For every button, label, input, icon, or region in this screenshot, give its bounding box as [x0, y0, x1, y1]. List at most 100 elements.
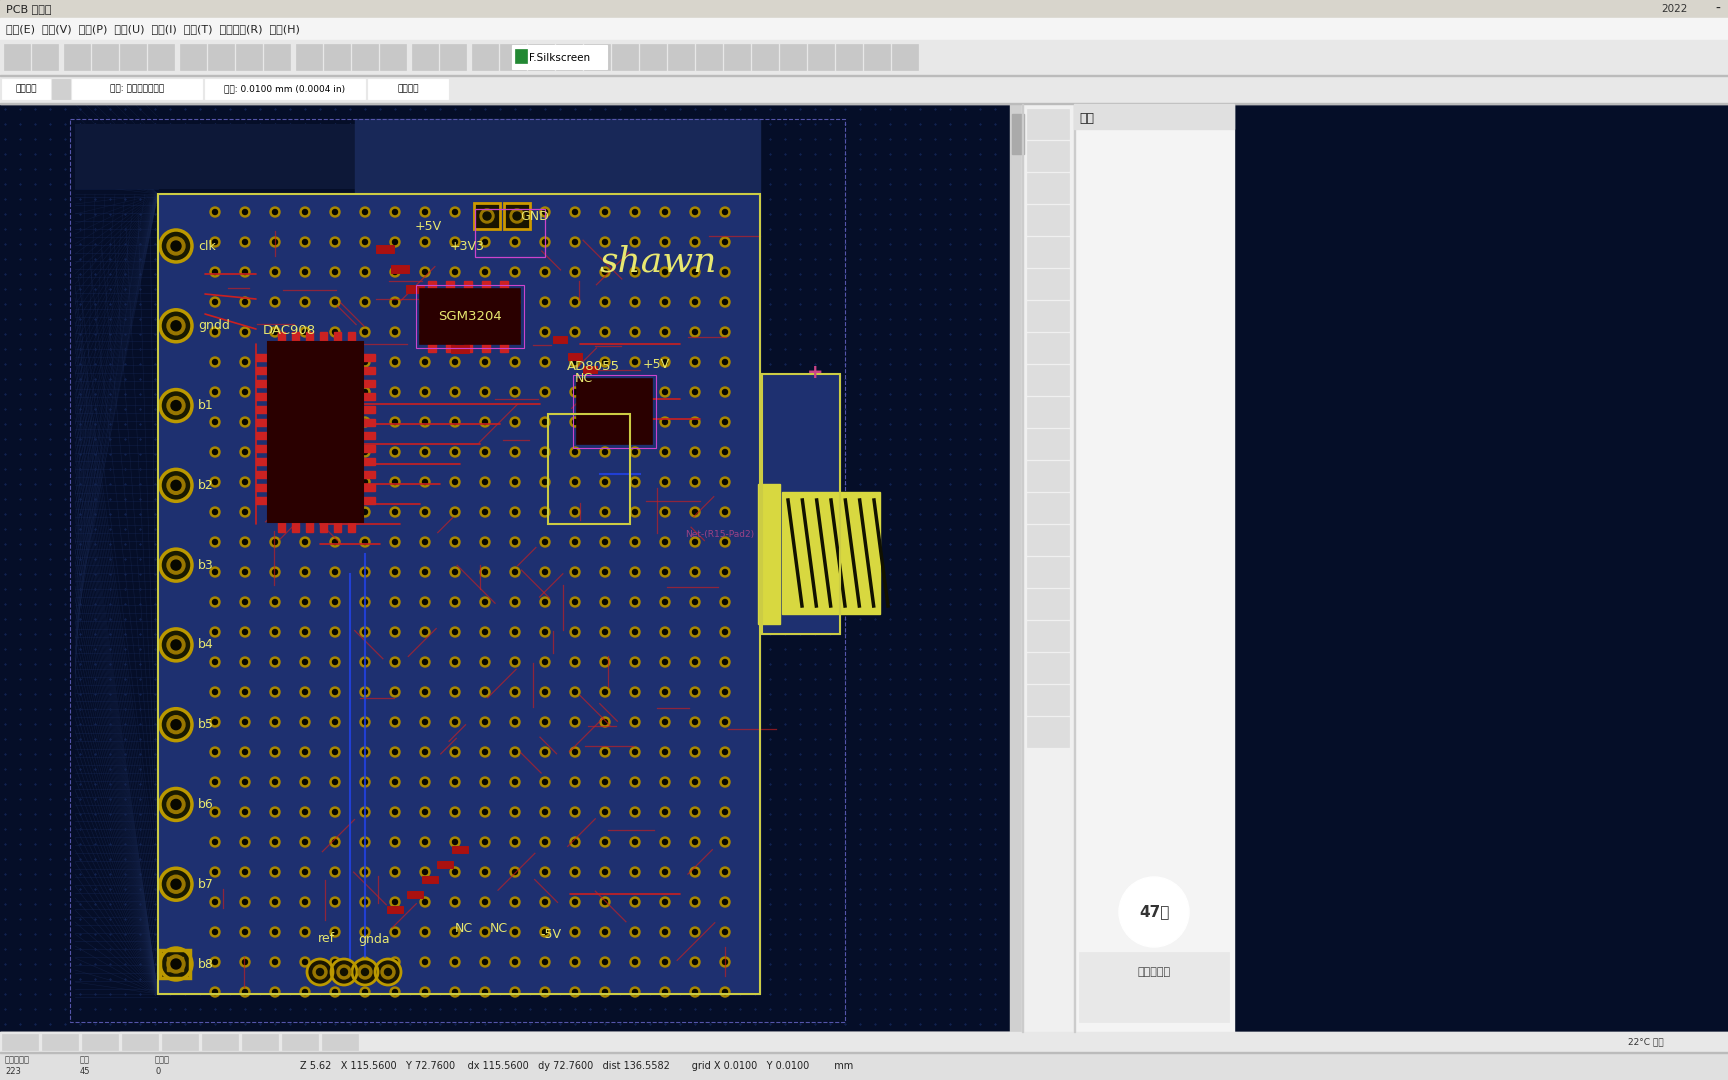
Circle shape: [391, 657, 399, 667]
Circle shape: [689, 567, 700, 577]
Circle shape: [332, 810, 337, 814]
Circle shape: [603, 240, 608, 244]
Circle shape: [721, 237, 729, 247]
Bar: [74, 194, 157, 994]
Circle shape: [603, 930, 608, 934]
Circle shape: [242, 750, 247, 755]
Circle shape: [423, 449, 427, 455]
Bar: [52, 79, 71, 99]
Circle shape: [332, 210, 337, 215]
Circle shape: [572, 449, 577, 455]
Circle shape: [330, 747, 340, 757]
Circle shape: [480, 567, 491, 577]
Bar: [123, 1034, 157, 1050]
Circle shape: [603, 719, 608, 725]
Circle shape: [662, 210, 667, 215]
Bar: [1026, 621, 1070, 651]
Circle shape: [453, 360, 458, 365]
Circle shape: [420, 267, 430, 276]
Bar: [74, 124, 750, 189]
Circle shape: [363, 270, 368, 274]
Circle shape: [721, 267, 729, 276]
Circle shape: [480, 957, 491, 967]
Circle shape: [543, 390, 548, 394]
Text: 未布线: 未布线: [156, 1055, 169, 1065]
Circle shape: [721, 507, 729, 517]
Text: +: +: [807, 363, 823, 381]
Circle shape: [543, 630, 548, 634]
Circle shape: [600, 507, 610, 517]
Circle shape: [213, 449, 218, 455]
Bar: [0, 0, 1728, 18]
Circle shape: [332, 930, 337, 934]
Circle shape: [301, 717, 309, 727]
Bar: [380, 44, 406, 70]
Circle shape: [600, 657, 610, 667]
Circle shape: [391, 387, 399, 397]
Text: NC: NC: [491, 922, 508, 935]
Bar: [499, 345, 508, 352]
Circle shape: [570, 417, 581, 427]
Circle shape: [721, 957, 729, 967]
Bar: [256, 445, 268, 453]
Text: SGM3204: SGM3204: [439, 310, 501, 323]
Circle shape: [391, 477, 399, 487]
Circle shape: [270, 957, 280, 967]
Circle shape: [480, 867, 491, 877]
Circle shape: [449, 987, 460, 997]
Circle shape: [693, 689, 698, 694]
Circle shape: [600, 927, 610, 937]
Circle shape: [449, 837, 460, 847]
Circle shape: [330, 957, 340, 967]
Circle shape: [513, 630, 517, 634]
Circle shape: [273, 270, 278, 274]
Circle shape: [211, 657, 219, 667]
Circle shape: [359, 477, 370, 487]
Circle shape: [510, 957, 520, 967]
Circle shape: [572, 839, 577, 845]
Circle shape: [632, 959, 638, 964]
Circle shape: [543, 959, 548, 964]
Circle shape: [363, 780, 368, 784]
Circle shape: [510, 357, 520, 367]
Circle shape: [211, 237, 219, 247]
Circle shape: [631, 417, 639, 427]
Text: NC: NC: [454, 922, 473, 935]
Circle shape: [363, 869, 368, 875]
Circle shape: [693, 210, 698, 215]
Circle shape: [631, 927, 639, 937]
Circle shape: [570, 987, 581, 997]
Circle shape: [632, 240, 638, 244]
Circle shape: [270, 537, 280, 546]
Circle shape: [513, 210, 517, 215]
Circle shape: [660, 657, 670, 667]
Text: GND: GND: [520, 210, 550, 222]
Circle shape: [168, 476, 185, 495]
Circle shape: [420, 477, 430, 487]
Circle shape: [693, 959, 698, 964]
Bar: [161, 950, 190, 978]
Circle shape: [632, 210, 638, 215]
Circle shape: [721, 807, 729, 816]
Bar: [256, 471, 268, 478]
Circle shape: [510, 807, 520, 816]
Circle shape: [632, 510, 638, 514]
Circle shape: [242, 569, 247, 575]
Circle shape: [211, 267, 219, 276]
Circle shape: [359, 717, 370, 727]
Circle shape: [513, 240, 517, 244]
Circle shape: [242, 270, 247, 274]
Circle shape: [391, 987, 399, 997]
Circle shape: [301, 687, 309, 697]
Bar: [256, 367, 268, 374]
Circle shape: [570, 567, 581, 577]
Bar: [422, 305, 439, 313]
Circle shape: [213, 329, 218, 335]
Circle shape: [211, 597, 219, 607]
Bar: [363, 354, 375, 361]
Circle shape: [482, 569, 487, 575]
Circle shape: [302, 449, 308, 455]
Circle shape: [168, 796, 185, 813]
Circle shape: [631, 807, 639, 816]
Circle shape: [543, 270, 548, 274]
